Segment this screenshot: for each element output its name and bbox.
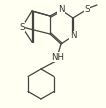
Text: N: N bbox=[58, 6, 64, 14]
Text: S: S bbox=[84, 6, 90, 14]
Text: NH: NH bbox=[52, 52, 64, 61]
Text: N: N bbox=[70, 32, 76, 40]
Text: S: S bbox=[19, 22, 25, 32]
